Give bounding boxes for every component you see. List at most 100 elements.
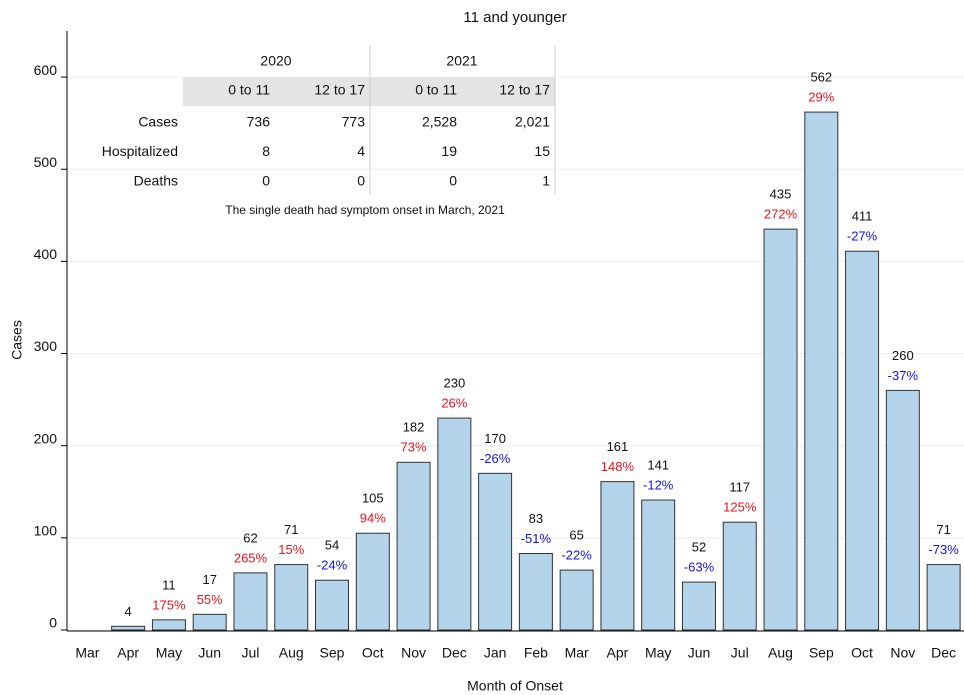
value-label: 71 — [284, 522, 298, 537]
y-tick-label: 0 — [49, 615, 57, 631]
table-note: The single death had symptom onset in Ma… — [225, 203, 505, 217]
bar — [926, 564, 961, 631]
table-cell: 736 — [247, 114, 271, 130]
x-tick-label: Feb — [524, 645, 548, 661]
x-tick-label: Sep — [320, 645, 345, 661]
y-tick-label: 200 — [34, 430, 58, 446]
bar — [763, 228, 798, 631]
bar — [274, 564, 309, 631]
value-label: 562 — [810, 70, 832, 85]
percent-label: 26% — [441, 395, 467, 410]
bar — [315, 579, 350, 631]
bar — [885, 389, 920, 631]
value-label: 71 — [936, 522, 950, 537]
bar — [233, 572, 268, 631]
x-tick-label: Oct — [851, 645, 873, 661]
value-label: 17 — [202, 572, 216, 587]
x-tick-label: Nov — [890, 645, 915, 661]
x-tick-label: Aug — [279, 645, 304, 661]
value-label: 62 — [243, 530, 257, 545]
x-tick-label: Mar — [75, 645, 99, 661]
percent-label: -51% — [521, 531, 552, 546]
bar — [192, 613, 227, 631]
table-group: 12 to 17 — [314, 82, 365, 98]
value-label: 260 — [892, 348, 914, 363]
x-tick-label: Mar — [565, 645, 589, 661]
x-tick-label: Dec — [931, 645, 956, 661]
x-tick-label: Apr — [607, 645, 629, 661]
x-tick-label: Jun — [688, 645, 711, 661]
table-cell: 8 — [262, 143, 270, 159]
percent-label: -73% — [928, 542, 959, 557]
value-label: 141 — [647, 458, 669, 473]
percent-label: -26% — [480, 451, 511, 466]
x-tick-label: May — [156, 645, 182, 661]
bar — [518, 553, 553, 631]
x-tick-label: Nov — [401, 645, 426, 661]
table-group: 0 to 11 — [415, 82, 457, 98]
x-tick-label: Jun — [198, 645, 221, 661]
table-cell: 2,021 — [515, 114, 550, 130]
y-tick-label: 400 — [34, 246, 58, 262]
table-cell: 2,528 — [422, 114, 457, 130]
table-row-label: Hospitalized — [102, 143, 178, 159]
y-tick-label: 100 — [34, 523, 58, 539]
table-group: 12 to 17 — [499, 82, 550, 98]
value-label: 11 — [162, 577, 176, 592]
table-cell: 15 — [534, 143, 550, 159]
percent-label: -27% — [847, 229, 878, 244]
percent-label: -63% — [684, 560, 715, 575]
value-label: 54 — [325, 538, 339, 553]
table-cell: 773 — [342, 114, 366, 130]
value-label: 182 — [403, 420, 425, 435]
bar — [600, 481, 635, 631]
y-tick-label: 600 — [34, 62, 58, 78]
percent-label: -12% — [643, 478, 674, 493]
table-cell: 0 — [449, 173, 457, 189]
bar — [559, 569, 594, 631]
percent-label: 94% — [360, 511, 386, 526]
table-group: 0 to 11 — [228, 82, 270, 98]
table-row-label: Deaths — [134, 173, 178, 189]
percent-label: 29% — [808, 90, 834, 105]
table-cell: 4 — [357, 143, 365, 159]
value-label: 105 — [362, 491, 384, 506]
value-label: 230 — [443, 375, 465, 390]
value-label: 170 — [484, 431, 506, 446]
value-label: 117 — [729, 480, 750, 495]
value-label: 83 — [529, 511, 543, 526]
percent-label: 265% — [234, 550, 268, 565]
bar — [681, 581, 716, 631]
x-tick-label: Jan — [484, 645, 507, 661]
bar — [111, 625, 146, 631]
y-axis-label: Cases — [9, 320, 25, 360]
bar — [396, 461, 431, 631]
y-tick-label: 300 — [34, 338, 58, 354]
percent-label: 272% — [764, 207, 798, 222]
percent-label: -22% — [561, 548, 592, 563]
table-cell: 0 — [262, 173, 270, 189]
percent-label: 55% — [197, 592, 223, 607]
bar — [845, 250, 880, 631]
value-label: 52 — [692, 540, 706, 555]
value-label: 435 — [770, 187, 792, 202]
percent-label: 73% — [401, 440, 427, 455]
table-cell: 19 — [441, 143, 457, 159]
table-header-band — [183, 77, 555, 106]
table-row-label: Cases — [138, 114, 178, 130]
value-label: 65 — [569, 528, 583, 543]
chart-title: 11 and younger — [463, 9, 566, 26]
x-tick-label: Jul — [242, 645, 260, 661]
x-tick-label: Aug — [768, 645, 793, 661]
x-tick-label: Oct — [362, 645, 384, 661]
percent-label: 15% — [278, 542, 304, 557]
bar — [722, 521, 757, 631]
x-tick-label: Sep — [809, 645, 834, 661]
value-label: 4 — [125, 604, 132, 619]
bar — [641, 499, 676, 631]
x-tick-label: Dec — [442, 645, 467, 661]
value-label: 161 — [607, 439, 629, 454]
